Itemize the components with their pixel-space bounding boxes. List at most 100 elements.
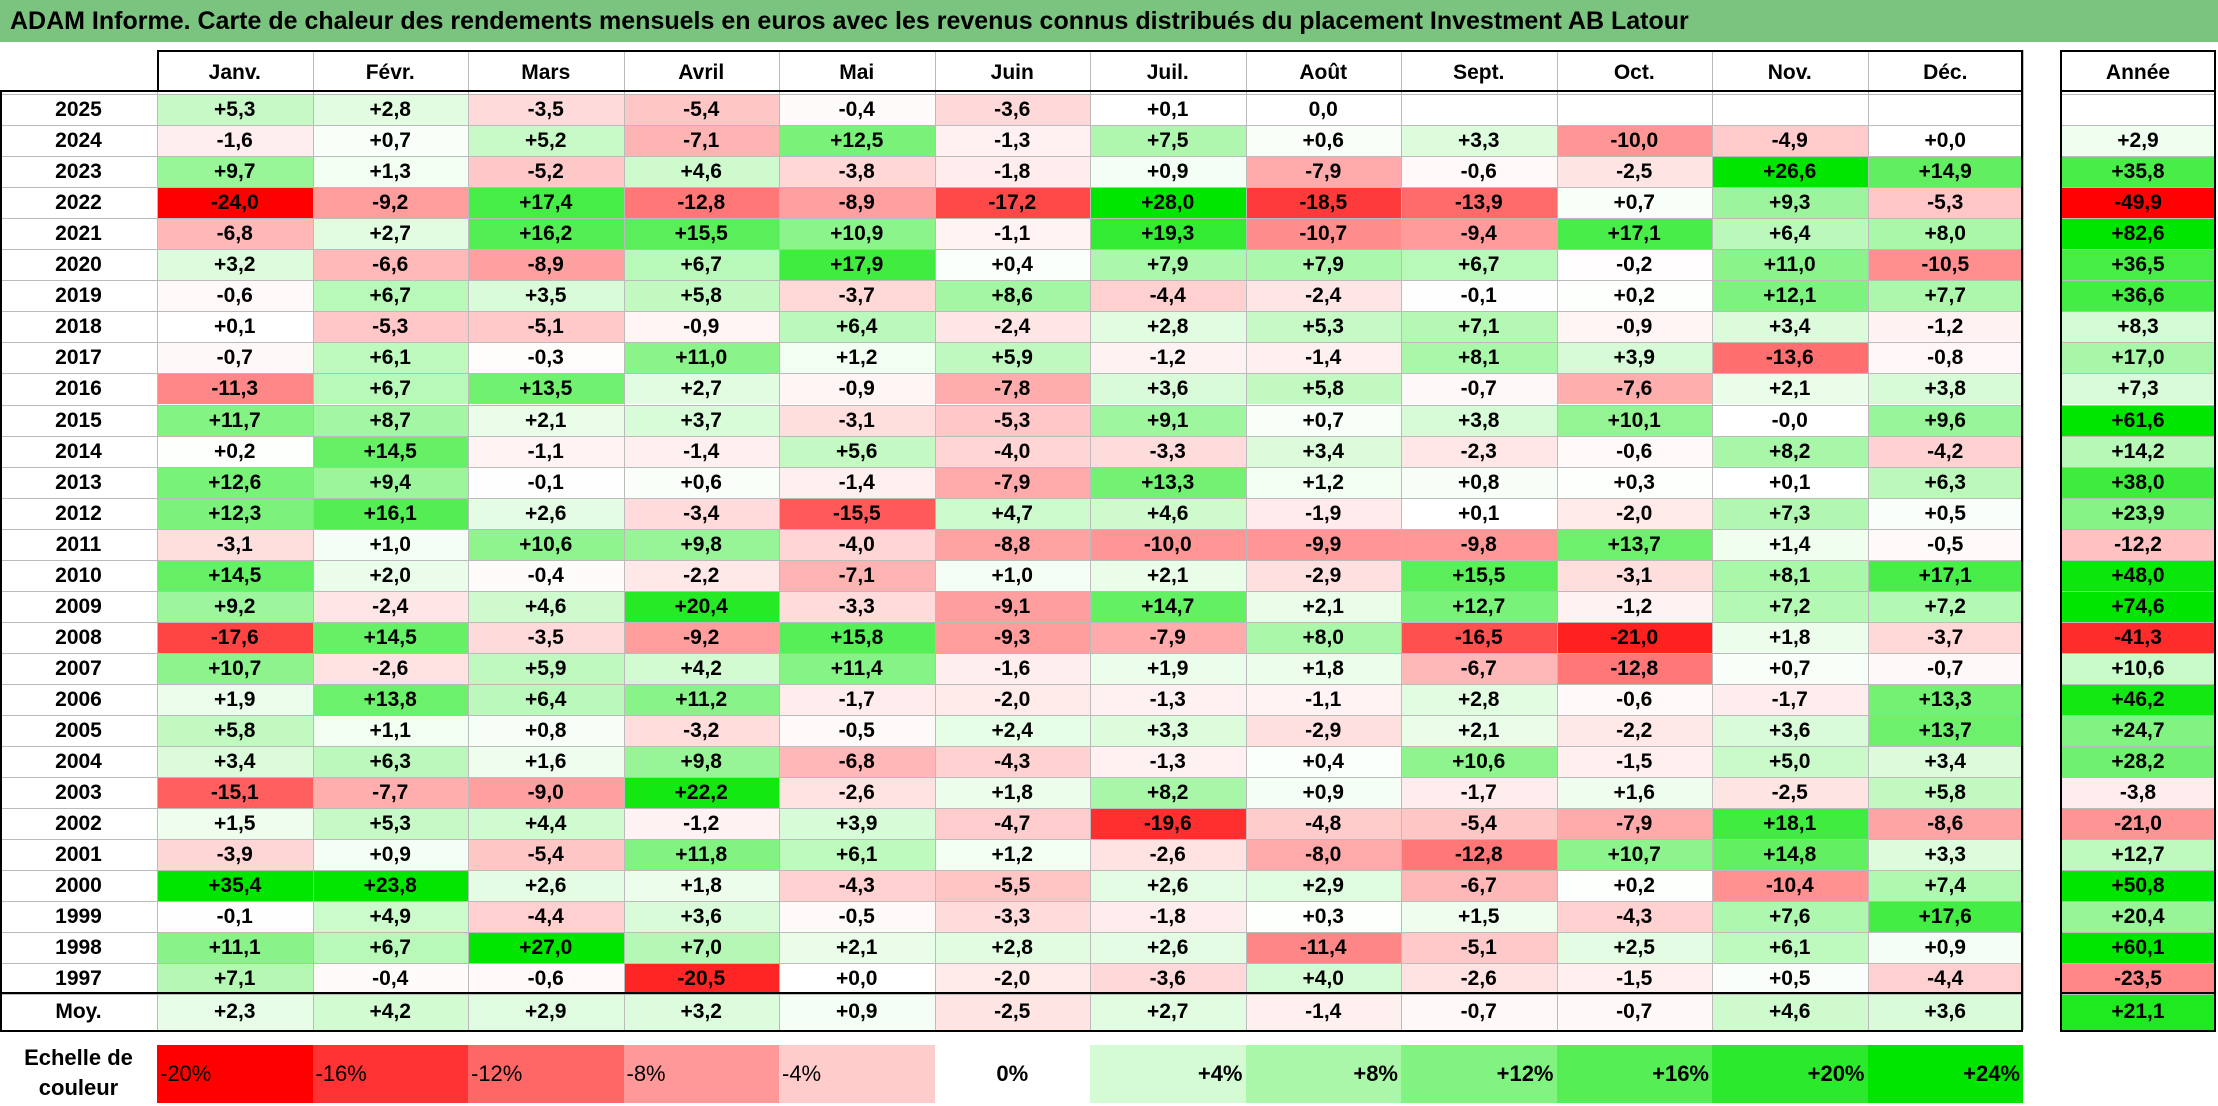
row-gridline <box>2060 994 2216 996</box>
year-label: 2017 <box>55 346 102 370</box>
heatmap-cell: +8,0 <box>1245 621 1401 653</box>
year-label: 2007 <box>55 656 102 680</box>
heatmap-cell: +0,5 <box>1867 497 2023 529</box>
year-label: 2000 <box>55 874 102 898</box>
row-gridline <box>2060 621 2216 623</box>
annual-cell: -23,5 <box>2060 963 2216 995</box>
row-gridline <box>2060 839 2216 841</box>
heatmap-cell: -3,9 <box>157 839 313 871</box>
heatmap-cell: +3,3 <box>1090 715 1246 747</box>
average-cell: +2,9 <box>468 994 624 1030</box>
heatmap-cell: -4,4 <box>1090 280 1246 312</box>
heatmap-cell: -1,2 <box>1556 590 1712 622</box>
heatmap-cell: -1,4 <box>779 466 935 498</box>
row-gridline <box>2060 590 2216 592</box>
heatmap-cell: +0,0 <box>779 963 935 995</box>
heatmap-cell: -0,5 <box>779 901 935 933</box>
heatmap-cell: -1,3 <box>934 125 1090 157</box>
heatmap-cell: -7,7 <box>312 777 468 809</box>
heatmap-cell: +3,5 <box>468 280 624 312</box>
heatmap-cell: +7,2 <box>1712 590 1868 622</box>
row-gridline <box>2060 683 2216 685</box>
heatmap-cell: -7,9 <box>1090 621 1246 653</box>
heatmap-cell: -3,3 <box>779 590 935 622</box>
heatmap-cell <box>1556 94 1712 126</box>
row-gridline <box>2060 652 2216 654</box>
heatmap-cell: -0,0 <box>1712 404 1868 436</box>
heatmap-cell: +11,0 <box>623 342 779 374</box>
heatmap-cell: -11,3 <box>157 373 313 405</box>
heatmap-cell: -21,0 <box>1556 621 1712 653</box>
heatmap-cell: +6,4 <box>779 311 935 343</box>
year-label: 2009 <box>55 594 102 618</box>
heatmap-cell: +8,6 <box>934 280 1090 312</box>
year-label: 2011 <box>55 532 102 556</box>
heatmap-cell: +8,2 <box>1090 777 1246 809</box>
heatmap-cell: +4,2 <box>623 652 779 684</box>
heatmap-cell: -11,4 <box>1245 932 1401 964</box>
year-label: 2020 <box>55 253 102 277</box>
legend-swatch: +20% <box>1712 1045 1868 1103</box>
heatmap-cell: +8,2 <box>1712 435 1868 467</box>
annual-cell: -41,3 <box>2060 621 2216 653</box>
heatmap-cell: -2,4 <box>1245 280 1401 312</box>
heatmap-cell: +0,8 <box>1401 466 1557 498</box>
heatmap-cell: -10,4 <box>1712 870 1868 902</box>
year-label: 2013 <box>55 470 102 494</box>
heatmap-cell: -7,1 <box>779 559 935 591</box>
row-gridline <box>0 621 2023 623</box>
heatmap-cell: -1,7 <box>779 683 935 715</box>
row-gridline <box>2060 342 2216 344</box>
year-label: 2003 <box>55 781 102 805</box>
heatmap-cell: -12,8 <box>623 187 779 219</box>
legend-swatch: -16% <box>312 1045 468 1103</box>
year-label: 2012 <box>55 501 102 525</box>
heatmap-cell: -5,4 <box>623 94 779 126</box>
year-label: 2022 <box>55 191 102 215</box>
legend-swatch: -8% <box>623 1045 779 1103</box>
heatmap-cell: +3,8 <box>1867 373 2023 405</box>
heatmap-cell: -1,4 <box>623 435 779 467</box>
row-gridline <box>0 963 2023 965</box>
heatmap-cell: +7,4 <box>1867 870 2023 902</box>
heatmap-cell: +27,0 <box>468 932 624 964</box>
heatmap-cell: +5,3 <box>312 808 468 840</box>
heatmap-cell: +2,0 <box>312 559 468 591</box>
heatmap-cell: -4,8 <box>1245 808 1401 840</box>
heatmap-cell: +1,0 <box>312 528 468 560</box>
heatmap-cell: +11,2 <box>623 683 779 715</box>
row-gridline <box>2060 94 2216 95</box>
heatmap-cell: -5,1 <box>468 311 624 343</box>
heatmap-cell: -5,5 <box>934 870 1090 902</box>
row-gridline <box>2060 249 2216 251</box>
heatmap-cell: +13,5 <box>468 373 624 405</box>
col-gridline <box>1867 50 1869 1030</box>
heatmap-cell: -1,7 <box>1401 777 1557 809</box>
year-label: 2021 <box>55 222 102 246</box>
heatmap-cell: +12,3 <box>157 497 313 529</box>
row-gridline <box>0 590 2023 592</box>
annual-cell: +36,5 <box>2060 249 2216 281</box>
heatmap-cell: -24,0 <box>157 187 313 219</box>
heatmap-cell: +0,6 <box>623 466 779 498</box>
heatmap-cell: -0,2 <box>1556 249 1712 281</box>
heatmap-cell: +2,1 <box>1401 715 1557 747</box>
heatmap-cell: +15,5 <box>623 218 779 250</box>
heatmap-cell: -1,3 <box>1090 683 1246 715</box>
row-gridline <box>2060 466 2216 468</box>
heatmap-cell: +9,8 <box>623 746 779 778</box>
heatmap-cell: -1,9 <box>1245 497 1401 529</box>
heatmap-cell: +3,4 <box>1712 311 1868 343</box>
heatmap-cell: +5,8 <box>1245 373 1401 405</box>
heatmap-cell: -8,0 <box>1245 839 1401 871</box>
heatmap-cell: -2,4 <box>312 590 468 622</box>
average-cell: +2,3 <box>157 994 313 1030</box>
heatmap-cell: +13,3 <box>1090 466 1246 498</box>
heatmap-cell: -1,1 <box>934 218 1090 250</box>
year-label: 2019 <box>55 284 102 308</box>
heatmap-cell: +2,7 <box>623 373 779 405</box>
heatmap-cell: +0,6 <box>1245 125 1401 157</box>
heatmap-cell: -2,6 <box>312 652 468 684</box>
heatmap-cell: +26,6 <box>1712 156 1868 188</box>
heatmap-cell: -9,4 <box>1401 218 1557 250</box>
